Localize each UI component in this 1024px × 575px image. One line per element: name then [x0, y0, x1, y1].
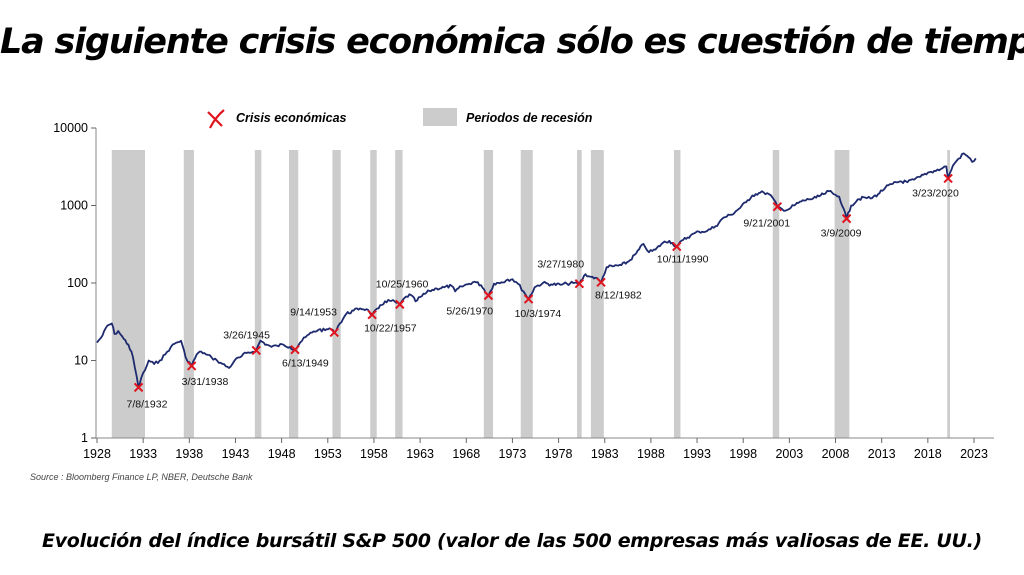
crisis-date-label: 8/12/1982 — [595, 289, 642, 301]
recession-band — [947, 150, 950, 438]
x-tick-label: 2013 — [868, 447, 896, 461]
crisis-marker — [772, 201, 783, 212]
crisis-marker — [290, 344, 300, 355]
x-tick-label: 1968 — [452, 447, 480, 461]
crisis-marker — [133, 382, 144, 393]
recession-band — [289, 150, 299, 438]
y-tick-label: 1 — [81, 431, 88, 445]
crisis-date-label: 10/22/1957 — [364, 323, 417, 335]
x-tick-label: 1993 — [683, 447, 711, 461]
crisis-date-label: 3/9/2009 — [821, 228, 862, 240]
crisis-date-label: 3/26/1945 — [223, 329, 270, 341]
axis-ticks: 1 10 100 1000 10000 1928 1933 1938 1943 1948 1953 1… — [53, 121, 988, 461]
recession-band — [111, 150, 146, 438]
x-tick-label: 1983 — [591, 447, 619, 461]
x-tick-label: 1938 — [175, 447, 203, 461]
crisis-date-label: 3/27/1980 — [537, 259, 584, 271]
recession-band — [772, 150, 780, 438]
legend-label-recession: Periodos de recesión — [466, 111, 593, 125]
crisis-marker — [329, 327, 339, 338]
x-tick-label: 1973 — [499, 447, 527, 461]
series-line-group — [96, 152, 977, 389]
x-tick-label: 1958 — [360, 447, 388, 461]
recession-bands — [111, 150, 950, 438]
crisis-marker — [483, 290, 494, 301]
crisis-date-label: 10/11/1990 — [657, 254, 709, 266]
y-tick-label: 1000 — [60, 199, 88, 213]
crisis-date-label: 7/8/1932 — [127, 398, 168, 410]
recession-band — [834, 150, 850, 438]
y-tick-label: 10000 — [53, 121, 88, 135]
crisis-date-label: 9/21/2001 — [743, 218, 790, 230]
recession-band — [395, 150, 403, 438]
legend-item-recession: Periodos de recesión — [423, 108, 593, 126]
x-tick-label: 1933 — [129, 447, 157, 461]
page-title: La siguiente crisis económica sólo es cu… — [0, 22, 1024, 62]
source-note: Source : Bloomberg Finance LP, NBER, Deu… — [30, 472, 253, 482]
crisis-markers: 7/8/1932 3/31/1938 3/26/1945 6/13/1949 9/14/… — [127, 173, 959, 410]
legend-item-crisis: Crisis económicas — [207, 109, 347, 129]
crisis-date-label: 9/14/1953 — [290, 306, 337, 318]
recession-band — [590, 150, 604, 438]
crisis-marker — [395, 299, 405, 310]
x-tick-label: 1988 — [637, 447, 665, 461]
recession-band — [254, 150, 262, 438]
recession-band — [370, 150, 377, 438]
x-tick-label: 1943 — [222, 447, 250, 461]
x-tick-label: 1928 — [83, 447, 111, 461]
crisis-date-label: 10/25/1960 — [376, 278, 429, 290]
y-tick-label: 10 — [74, 354, 88, 368]
x-tick-label: 1948 — [268, 447, 296, 461]
x-tick-label: 1953 — [314, 447, 342, 461]
crisis-marker — [596, 277, 606, 288]
crisis-marker — [943, 173, 953, 184]
recession-band — [183, 150, 194, 438]
crisis-marker — [672, 241, 682, 252]
legend: Crisis económicas Periodos de recesión — [207, 108, 593, 129]
y-tick-label: 100 — [67, 276, 88, 290]
crisis-date-label: 6/13/1949 — [282, 358, 329, 370]
x-tick-label: 2008 — [822, 447, 850, 461]
x-tick-label: 1998 — [729, 447, 757, 461]
recession-band — [332, 150, 341, 438]
crisis-marker — [367, 309, 377, 320]
crisis-date-label: 3/31/1938 — [182, 376, 229, 388]
x-tick-label: 1978 — [545, 447, 573, 461]
x-tick-label: 2018 — [914, 447, 942, 461]
crisis-marker — [523, 294, 534, 304]
x-tick-label: 1963 — [406, 447, 434, 461]
recession-band — [577, 150, 582, 438]
crisis-date-label: 5/26/1970 — [446, 305, 493, 317]
recession-band — [673, 150, 681, 438]
crisis-x-icon — [207, 109, 225, 129]
crisis-marker — [251, 345, 261, 356]
crisis-marker — [841, 213, 852, 224]
recession-band — [520, 150, 533, 438]
x-tick-label: 2023 — [960, 447, 988, 461]
recession-swatch-icon — [423, 108, 457, 126]
legend-label-crisis: Crisis económicas — [236, 111, 347, 125]
chart-caption: Evolución del índice bursátil S&P 500 (v… — [42, 530, 982, 552]
crisis-marker — [186, 361, 197, 371]
crisis-marker — [574, 278, 585, 289]
crisis-date-label: 10/3/1974 — [515, 308, 562, 320]
crisis-date-label: 3/23/2020 — [912, 187, 959, 199]
x-tick-label: 2003 — [775, 447, 803, 461]
sp500-series-line — [96, 152, 977, 389]
